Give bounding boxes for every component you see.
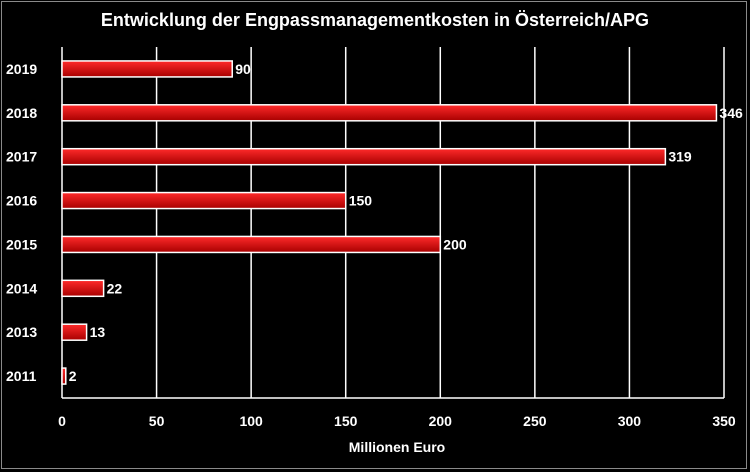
x-tick-label-350: 350 [712,413,736,429]
x-axis-label: Millionen Euro [349,439,445,455]
chart-title: Entwicklung der Engpassmanagementkosten … [100,10,650,30]
category-label-2013: 2013 [6,324,37,340]
category-label-2014: 2014 [6,280,37,296]
data-label-2014: 22 [107,280,123,296]
x-tick-label-250: 250 [523,413,547,429]
data-label-2017: 319 [668,149,692,165]
data-label-2019: 90 [235,61,251,77]
x-tick-label-300: 300 [618,413,642,429]
bar-2015 [61,235,442,254]
bar-2011 [61,367,67,385]
x-tick-label-150: 150 [334,413,358,429]
bar-2017 [61,147,667,166]
grid-lines [155,47,725,398]
category-label-2017: 2017 [6,149,37,165]
data-label-2015: 200 [443,236,467,252]
category-label-2016: 2016 [6,193,37,209]
category-label-2011: 2011 [6,368,37,384]
category-label-2018: 2018 [6,105,37,121]
data-label-2016: 150 [349,193,373,209]
data-label-2013: 13 [90,324,106,340]
x-tick-label-0: 0 [58,413,66,429]
data-label-2011: 2 [69,368,77,384]
bar-2018 [61,104,718,122]
x-tick-label-50: 50 [149,413,165,429]
x-tick-label-100: 100 [239,413,263,429]
bar-2013 [61,323,88,341]
bar-2014 [61,279,105,298]
data-label-2018: 346 [719,105,743,121]
x-tick-label-200: 200 [429,413,453,429]
bar-2019 [61,60,233,78]
category-label-2015: 2015 [6,236,37,252]
axes [61,47,724,399]
category-label-2019: 2019 [6,61,37,77]
bars [61,60,718,385]
labels: 0 50 100 150 200 250 300 350 2019 90 2018 346 2017 31… [6,61,743,429]
bar-2016 [61,191,347,210]
